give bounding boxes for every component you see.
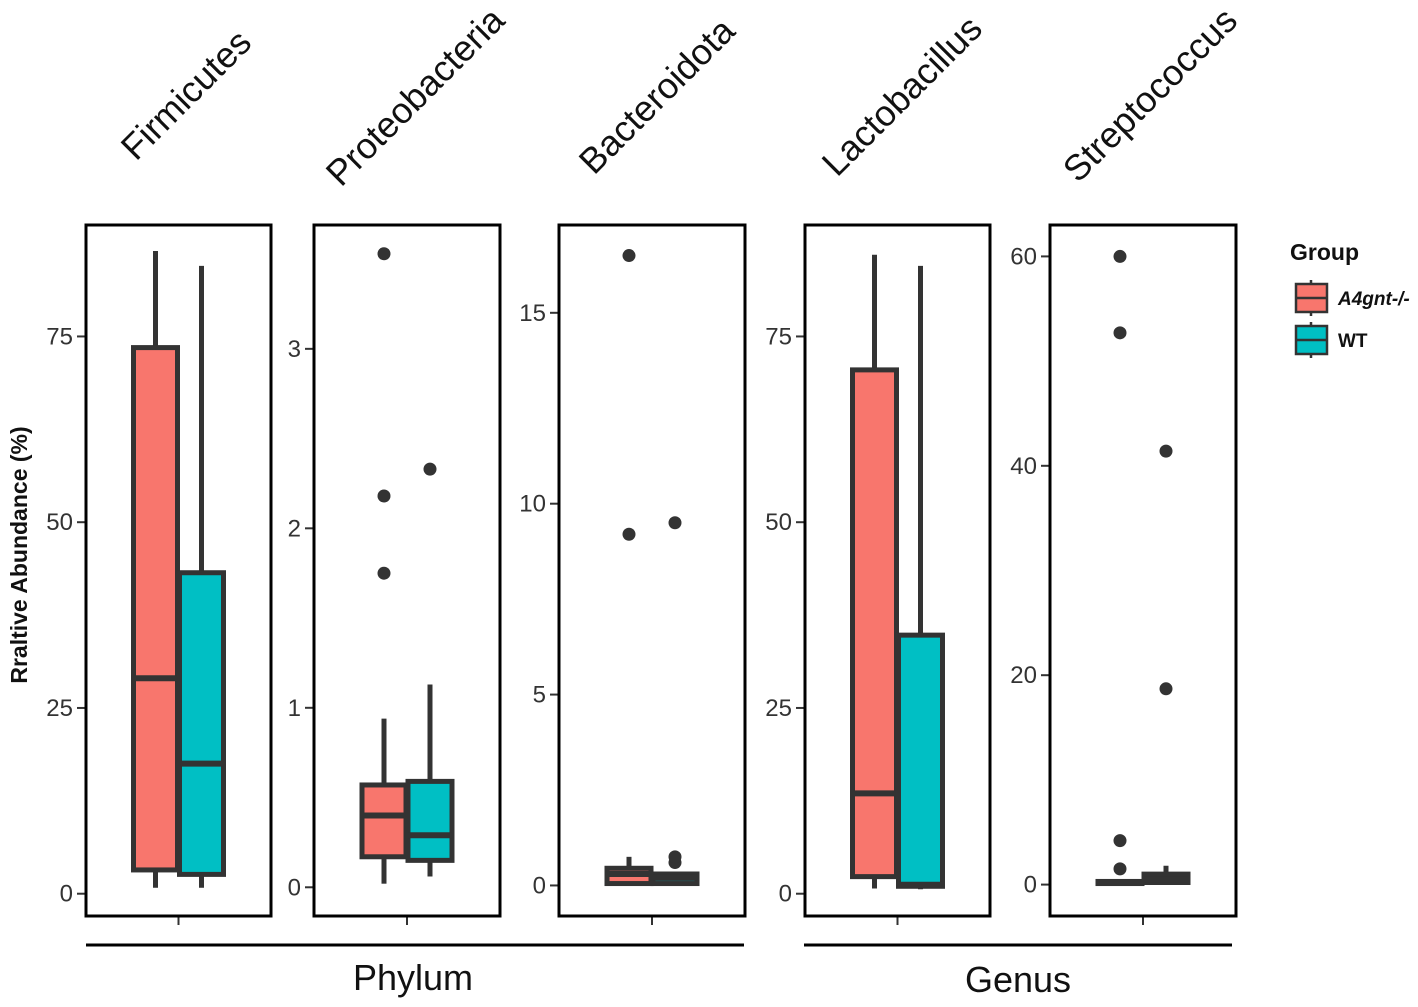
panel-title-proteobacteria: Proteobacteria	[318, 0, 513, 194]
bacteroidota-wt-outlier-0	[668, 516, 682, 530]
bacteroidota-panel-border	[557, 223, 747, 918]
panel-title-firmicutes: Firmicutes	[113, 21, 259, 167]
bacteroidota-ytick-label-1: 5	[533, 682, 546, 709]
proteobacteria-panel-border	[312, 223, 502, 918]
legend: Group A4gnt-/- WT	[1290, 239, 1410, 358]
lactobacillus-wt-box	[896, 632, 945, 889]
firmicutes-ytick-label-3: 75	[46, 323, 73, 350]
lactobacillus-ytick-label-0: 0	[779, 881, 792, 908]
proteobacteria-ytick-label-3: 3	[288, 336, 301, 363]
legend-title: Group	[1290, 239, 1359, 265]
streptococcus-wt-outlier-1	[1159, 682, 1173, 696]
proteobacteria-a4gnt-outlier-1	[377, 489, 391, 503]
streptococcus-a4gnt-outlier-1	[1113, 326, 1127, 340]
streptococcus-a4gnt-outlier-0	[1113, 249, 1127, 263]
lactobacillus-panel-border	[803, 223, 992, 918]
proteobacteria-ytick-label-2: 2	[288, 515, 301, 542]
streptococcus-panel-border	[1048, 223, 1238, 918]
proteobacteria-ytick-label-0: 0	[288, 874, 301, 901]
y-axis-label: Rraltive Abundance (%)	[6, 426, 32, 683]
proteobacteria-a4gnt-box	[359, 782, 409, 860]
phylum-label: Phylum	[353, 957, 473, 998]
streptococcus-ytick-label-1: 20	[1010, 662, 1037, 689]
firmicutes-wt-box	[177, 570, 226, 877]
lactobacillus-a4gnt-box	[850, 367, 899, 880]
legend-label-wt: WT	[1338, 331, 1368, 352]
streptococcus-ytick-label-3: 60	[1010, 243, 1037, 270]
lactobacillus-ytick-label-2: 50	[765, 509, 792, 536]
firmicutes-ytick-label-1: 25	[46, 695, 73, 722]
firmicutes-ytick-label-0: 0	[60, 881, 73, 908]
bacteroidota-ytick-label-3: 15	[519, 300, 546, 327]
panel-title-lactobacillus: Lactobacillus	[814, 7, 990, 183]
panel-bacteroidota: 0 5 10 15	[519, 223, 747, 925]
lactobacillus-ytick-label-1: 25	[765, 695, 792, 722]
firmicutes-ytick-label-2: 50	[46, 509, 73, 536]
legend-key-wt	[1294, 322, 1329, 358]
bacteroidota-wt-outlier-2	[668, 850, 682, 864]
panel-firmicutes: 0 25 50 75	[46, 223, 273, 925]
bacteroidota-ytick-label-2: 10	[519, 491, 546, 518]
proteobacteria-a4gnt-outlier-2	[377, 566, 391, 580]
legend-key-a4gnt	[1294, 280, 1329, 316]
genus-label: Genus	[965, 959, 1071, 1000]
panel-proteobacteria: 0 1 2 3	[288, 223, 502, 925]
panel-title-bacteroidota: Bacteroidota	[571, 9, 744, 182]
panel-streptococcus: 0 20 40 60	[1010, 223, 1238, 925]
streptococcus-a4gnt-outlier-2	[1113, 834, 1127, 848]
bacteroidota-a4gnt-outlier-1	[622, 527, 636, 541]
bacteroidota-ytick-label-0: 0	[533, 872, 546, 899]
bacteroidota-a4gnt-outlier-0	[622, 249, 636, 263]
proteobacteria-wt-outlier-0	[423, 462, 437, 476]
legend-label-a4gnt: A4gnt-/-	[1337, 289, 1410, 310]
lactobacillus-ytick-label-3: 75	[765, 323, 792, 350]
streptococcus-ytick-label-2: 40	[1010, 453, 1037, 480]
streptococcus-wt-outlier-0	[1159, 444, 1173, 458]
panel-lactobacillus: 0 25 50 75	[765, 223, 992, 925]
proteobacteria-ytick-label-1: 1	[288, 695, 301, 722]
proteobacteria-wt-box	[405, 778, 455, 863]
proteobacteria-a4gnt-outlier-0	[377, 247, 391, 261]
firmicutes-a4gnt-box	[131, 345, 180, 873]
firmicutes-panel-border	[84, 223, 273, 918]
streptococcus-a4gnt-outlier-3	[1113, 862, 1127, 876]
panel-title-streptococcus: Streptococcus	[1055, 0, 1245, 190]
streptococcus-ytick-label-0: 0	[1024, 872, 1037, 899]
